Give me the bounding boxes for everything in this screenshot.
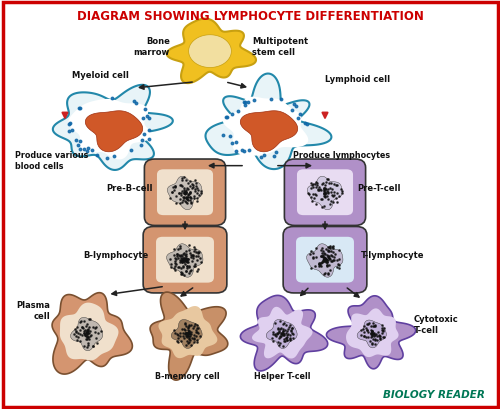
Text: Myeloid cell: Myeloid cell	[72, 71, 128, 80]
Text: Multipotent
stem cell: Multipotent stem cell	[252, 37, 308, 57]
Polygon shape	[240, 111, 298, 152]
FancyBboxPatch shape	[297, 169, 353, 215]
Text: B-lymphocyte: B-lymphocyte	[84, 251, 149, 260]
Polygon shape	[70, 317, 102, 351]
Polygon shape	[188, 35, 232, 67]
Text: DIAGRAM SHOWING LYMPHOCYTE DIFFERENTIATION: DIAGRAM SHOWING LYMPHOCYTE DIFFERENTIATI…	[76, 10, 424, 23]
Text: BIOLOGY READER: BIOLOGY READER	[383, 390, 485, 400]
Text: Produce various
blood cells: Produce various blood cells	[15, 151, 88, 171]
Polygon shape	[326, 296, 416, 369]
Text: T-lymphocyte: T-lymphocyte	[361, 251, 424, 260]
Polygon shape	[53, 85, 173, 170]
Polygon shape	[240, 295, 328, 371]
Text: Cytotoxic
T-cell: Cytotoxic T-cell	[414, 315, 458, 335]
Polygon shape	[60, 303, 118, 360]
FancyBboxPatch shape	[283, 227, 367, 293]
FancyBboxPatch shape	[284, 159, 366, 225]
Text: Helper T-cell: Helper T-cell	[254, 372, 311, 381]
Text: Plasma
cell: Plasma cell	[16, 301, 50, 321]
Text: Lymphoid cell: Lymphoid cell	[325, 75, 390, 84]
FancyBboxPatch shape	[156, 237, 214, 283]
Text: B-memory cell: B-memory cell	[155, 372, 220, 381]
Polygon shape	[150, 292, 228, 380]
Text: Pre-B-cell: Pre-B-cell	[106, 184, 152, 193]
Polygon shape	[166, 244, 203, 277]
Polygon shape	[357, 320, 386, 348]
Polygon shape	[68, 99, 151, 160]
Polygon shape	[308, 176, 342, 210]
FancyBboxPatch shape	[157, 169, 213, 215]
Polygon shape	[168, 176, 202, 210]
Polygon shape	[306, 244, 343, 277]
FancyBboxPatch shape	[143, 227, 227, 293]
Polygon shape	[206, 74, 332, 169]
FancyBboxPatch shape	[144, 159, 226, 225]
Polygon shape	[171, 319, 202, 348]
Polygon shape	[266, 319, 297, 348]
Polygon shape	[52, 293, 132, 374]
Polygon shape	[223, 97, 308, 156]
Polygon shape	[86, 111, 142, 152]
Text: Bone
marrow: Bone marrow	[134, 37, 170, 57]
Polygon shape	[158, 306, 218, 358]
Text: Pre-T-cell: Pre-T-cell	[358, 184, 401, 193]
Text: Produce lymphocytes: Produce lymphocytes	[292, 151, 390, 160]
Polygon shape	[167, 18, 256, 83]
Polygon shape	[346, 308, 399, 357]
FancyBboxPatch shape	[296, 237, 354, 283]
Polygon shape	[252, 307, 312, 359]
